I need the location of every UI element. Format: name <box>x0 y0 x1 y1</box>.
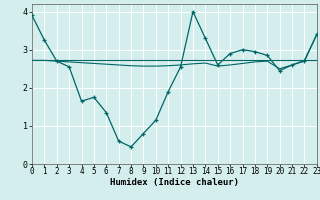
X-axis label: Humidex (Indice chaleur): Humidex (Indice chaleur) <box>110 178 239 187</box>
